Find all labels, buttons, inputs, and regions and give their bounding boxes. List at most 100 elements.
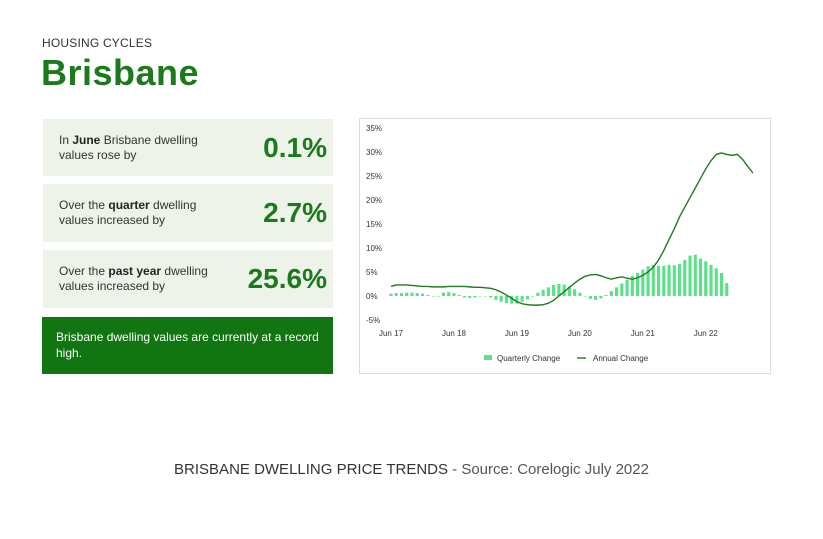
y-tick-label: 30% <box>366 148 382 157</box>
quarterly-bar <box>683 260 687 296</box>
stat-card-quarter: Over the quarter dwelling values increas… <box>43 184 333 242</box>
y-tick-label: -5% <box>366 316 380 325</box>
quarterly-bar <box>389 293 393 296</box>
quarterly-bar <box>599 296 603 299</box>
stat-value: 25.6% <box>247 263 327 294</box>
quarterly-bar <box>656 265 661 296</box>
quarterly-bar <box>457 295 461 296</box>
x-tick-label: Jun 20 <box>568 329 593 338</box>
stat-label: In June Brisbane dwelling values rose by <box>59 132 198 162</box>
quarterly-bar <box>452 293 456 296</box>
quarterly-bar <box>541 289 545 296</box>
quarterly-bar <box>436 296 440 297</box>
quarterly-bar <box>525 296 529 300</box>
x-tick-label: Jun 19 <box>505 329 530 338</box>
x-tick-label: Jun 22 <box>694 329 719 338</box>
legend-label-annual: Annual Change <box>593 354 649 363</box>
y-tick-label: 5% <box>366 268 378 277</box>
quarterly-bar <box>615 287 619 296</box>
quarterly-bar <box>604 295 608 296</box>
quarterly-bar <box>698 258 703 296</box>
x-tick-label: Jun 21 <box>631 329 656 338</box>
quarterly-bar <box>504 296 508 304</box>
quarterly-bar <box>672 265 676 296</box>
quarterly-bar <box>641 269 645 296</box>
x-tick-label: Jun 18 <box>442 329 467 338</box>
quarterly-bar <box>531 296 535 297</box>
page-title: Brisbane <box>41 52 200 93</box>
quarterly-bar <box>573 289 577 296</box>
quarterly-bar <box>468 296 472 298</box>
quarterly-bar <box>636 272 640 296</box>
section-eyebrow: HOUSING CYCLES <box>42 36 153 50</box>
stat-card-year: Over the past year dwelling values incre… <box>43 250 333 308</box>
quarterly-bar <box>557 284 561 296</box>
caption-source: - Source: Corelogic July 2022 <box>448 461 649 478</box>
x-tick-label: Jun 17 <box>379 329 404 338</box>
caption-title: BRISBANE DWELLING PRICE TRENDS <box>174 461 448 478</box>
quarterly-bar <box>431 296 435 297</box>
y-tick-label: 10% <box>366 244 382 253</box>
quarterly-bar <box>420 293 425 296</box>
quarterly-bar <box>630 275 634 296</box>
quarterly-bar <box>441 292 446 296</box>
quarterly-bar <box>536 292 540 296</box>
stat-label: Over the past year dwelling values incre… <box>59 264 208 293</box>
quarterly-bar <box>714 268 718 296</box>
quarterly-bar <box>719 272 724 296</box>
quarterly-bar <box>520 296 524 302</box>
record-high-banner: Brisbane dwelling values are currently a… <box>42 317 333 374</box>
quarterly-bar <box>688 255 692 296</box>
chart-caption: BRISBANE DWELLING PRICE TRENDS - Source:… <box>0 461 823 478</box>
quarterly-bar <box>405 292 409 296</box>
quarterly-bar <box>462 296 467 298</box>
quarterly-bar <box>651 264 655 296</box>
y-tick-label: 15% <box>366 220 382 229</box>
stat-card-month: In June Brisbane dwelling values rose by… <box>43 119 333 176</box>
quarterly-bar <box>725 283 729 296</box>
legend-swatch-quarterly <box>484 355 492 360</box>
quarterly-bar <box>667 264 671 296</box>
quarterly-bar <box>426 295 430 296</box>
quarterly-bar <box>562 284 566 296</box>
quarterly-bar <box>704 261 708 296</box>
quarterly-bar <box>499 296 503 302</box>
quarterly-bar <box>415 293 419 296</box>
quarterly-bar <box>693 254 697 296</box>
quarterly-bar <box>394 293 398 296</box>
quarterly-bar <box>620 283 624 296</box>
y-tick-label: 35% <box>366 124 382 133</box>
quarterly-bar <box>588 296 592 299</box>
quarterly-bar <box>594 296 598 300</box>
quarterly-bar <box>515 296 519 304</box>
quarterly-bar <box>489 296 493 298</box>
quarterly-bar <box>567 286 571 296</box>
quarterly-bar <box>483 296 488 297</box>
quarterly-bar <box>510 296 514 304</box>
y-tick-label: 25% <box>366 172 382 181</box>
stat-label: Over the quarter dwelling values increas… <box>59 198 197 227</box>
quarterly-bar <box>709 264 713 296</box>
legend-label-quarterly: Quarterly Change <box>497 354 561 363</box>
quarterly-bar <box>410 292 414 296</box>
quarterly-bar <box>677 263 682 296</box>
quarterly-bar <box>578 292 582 296</box>
quarterly-bar <box>478 296 482 297</box>
quarterly-bar <box>583 296 587 297</box>
quarterly-bar <box>494 296 498 300</box>
y-tick-label: 20% <box>366 196 382 205</box>
quarterly-bar <box>625 279 629 296</box>
quarterly-bar <box>646 266 650 296</box>
quarterly-bar <box>552 284 556 296</box>
y-tick-label: 0% <box>366 292 378 301</box>
stat-value: 2.7% <box>263 197 327 228</box>
quarterly-bar <box>546 287 550 296</box>
stat-value: 0.1% <box>263 131 327 163</box>
quarterly-bar <box>399 293 404 296</box>
quarterly-bar <box>609 291 613 296</box>
quarterly-bar <box>447 292 451 296</box>
chart-svg: 35% 30% 25% 20% 15% 10% 5% 0% -5% Jun 17 Jun 18 Jun… <box>366 124 754 363</box>
quarterly-bar <box>473 296 477 298</box>
annual-change-line <box>390 152 754 306</box>
price-trend-chart: 35% 30% 25% 20% 15% 10% 5% 0% -5% Jun 17 Jun 18 Jun… <box>359 118 771 374</box>
